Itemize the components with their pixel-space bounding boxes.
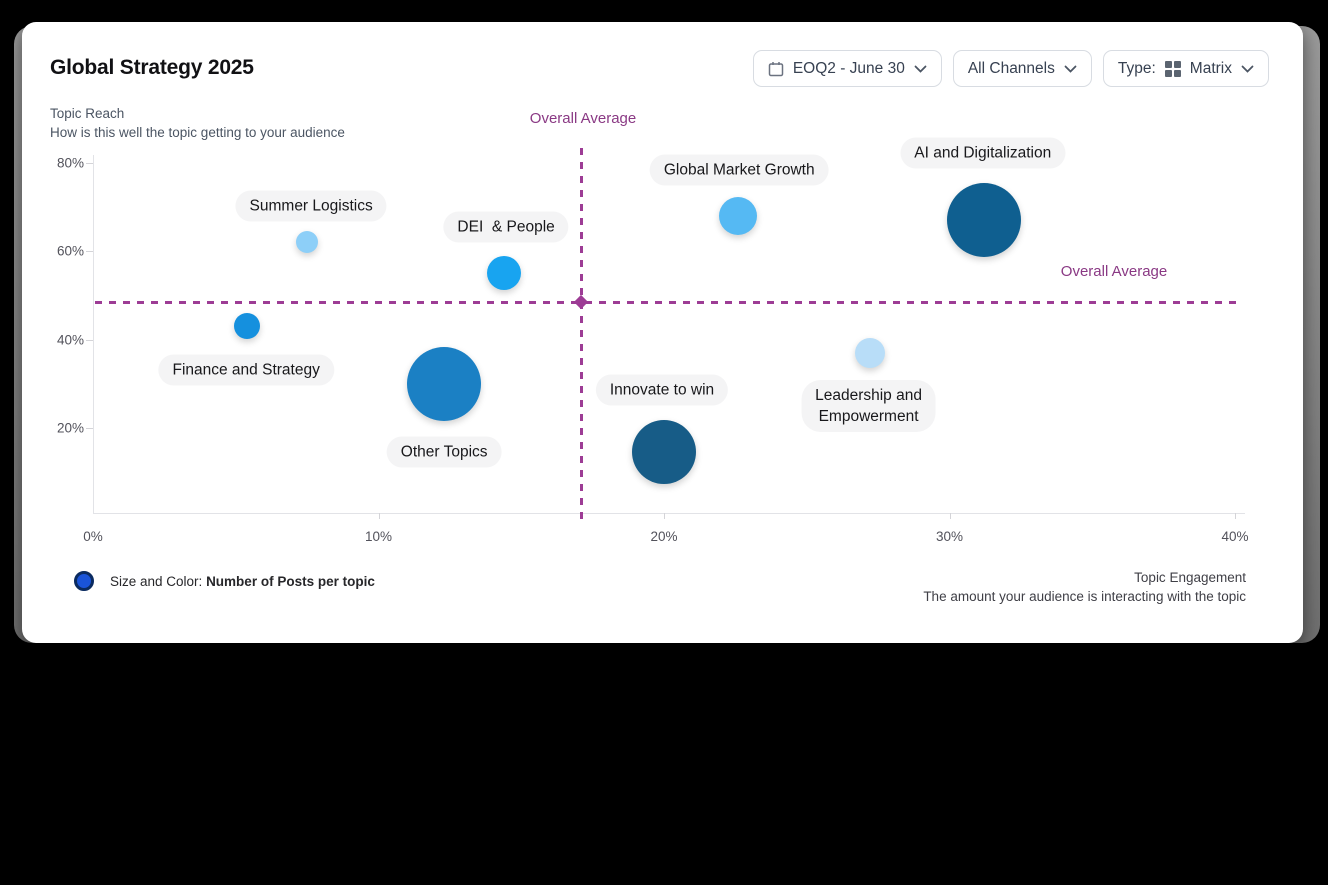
y-tick-label: 20% <box>56 420 84 436</box>
x-tick-mark <box>1235 513 1236 519</box>
bubble-label: Finance and Strategy <box>158 354 334 386</box>
y-tick-mark <box>86 427 93 429</box>
overall-average-label-top: Overall Average <box>529 110 637 127</box>
type-value-label: Matrix <box>1189 59 1232 77</box>
bubble-summer-logistics[interactable] <box>296 231 319 254</box>
date-range-label: EOQ2 - June 30 <box>792 59 905 77</box>
y-axis-subtitle: How is this well the topic getting to yo… <box>50 125 345 140</box>
y-tick-label: 60% <box>56 243 84 259</box>
bubble-label: Global Market Growth <box>649 154 829 186</box>
bubble-leadership-and-empowerment[interactable] <box>854 337 885 368</box>
channels-dropdown[interactable]: All Channels <box>952 50 1092 87</box>
date-range-dropdown[interactable]: EOQ2 - June 30 <box>752 50 942 87</box>
bubble-label: Other Topics <box>386 436 502 468</box>
bubble-other-topics[interactable] <box>407 346 482 421</box>
matrix-grid-icon <box>1164 60 1181 77</box>
x-axis-title: Topic Engagement <box>1134 570 1246 585</box>
y-axis-title: Topic Reach <box>50 106 125 121</box>
x-axis-subtitle: The amount your audience is interacting … <box>923 589 1246 604</box>
bubble-label: Summer Logistics <box>235 190 387 222</box>
bubble-dei-people[interactable] <box>487 256 522 291</box>
x-axis-title-block: Topic Engagement The amount your audienc… <box>923 568 1246 606</box>
bubble-finance-and-strategy[interactable] <box>234 313 261 340</box>
toolbar: EOQ2 - June 30 All Channels Type: Matrix <box>752 50 1269 87</box>
type-prefix-label: Type: <box>1117 59 1156 77</box>
chart-card: Global Strategy 2025 Topic Reach How is … <box>22 22 1303 643</box>
average-line-horizontal <box>95 300 1240 304</box>
page-title: Global Strategy 2025 <box>50 56 254 79</box>
legend-swatch-circle <box>74 571 94 591</box>
bubble-label: DEI & People <box>443 211 569 243</box>
x-tick-mark <box>949 513 951 519</box>
bubble-ai-and-digitalization[interactable] <box>946 183 1021 258</box>
y-tick-label: 80% <box>56 155 84 171</box>
x-tick-mark <box>664 513 665 519</box>
calendar-icon <box>768 61 784 76</box>
x-tick-label: 30% <box>935 529 964 544</box>
legend-text: Size and Color: Number of Posts per topi… <box>110 573 375 589</box>
chevron-down-icon <box>1064 65 1077 73</box>
bubble-label: Leadership and Empowerment <box>801 379 936 432</box>
y-tick-mark <box>86 251 93 253</box>
bubble-label: AI and Digitalization <box>900 137 1066 169</box>
x-axis-line <box>93 513 1245 514</box>
x-tick-label: 0% <box>83 529 103 544</box>
x-tick-label: 10% <box>364 529 393 544</box>
y-axis-title-block: Topic Reach How is this well the topic g… <box>50 104 345 142</box>
chevron-down-icon <box>914 65 927 73</box>
y-tick-label: 40% <box>56 332 84 347</box>
overall-average-label-right: Overall Average <box>1060 263 1168 280</box>
y-axis-line <box>93 155 94 513</box>
average-line-vertical <box>579 148 583 520</box>
bubble-label: Innovate to win <box>595 374 729 406</box>
y-tick-mark <box>86 339 93 341</box>
x-tick-label: 40% <box>1221 529 1249 544</box>
bubble-global-market-growth[interactable] <box>719 196 758 235</box>
type-dropdown[interactable]: Type: Matrix <box>1102 50 1269 87</box>
channels-label: All Channels <box>967 59 1055 77</box>
chevron-down-icon <box>1241 65 1254 73</box>
x-tick-mark <box>378 513 380 519</box>
x-tick-label: 20% <box>650 529 678 544</box>
average-intersection-marker <box>574 295 589 310</box>
bubble-innovate-to-win[interactable] <box>632 420 696 485</box>
size-legend: Size and Color: Number of Posts per topi… <box>74 571 375 591</box>
y-tick-mark <box>86 163 93 164</box>
